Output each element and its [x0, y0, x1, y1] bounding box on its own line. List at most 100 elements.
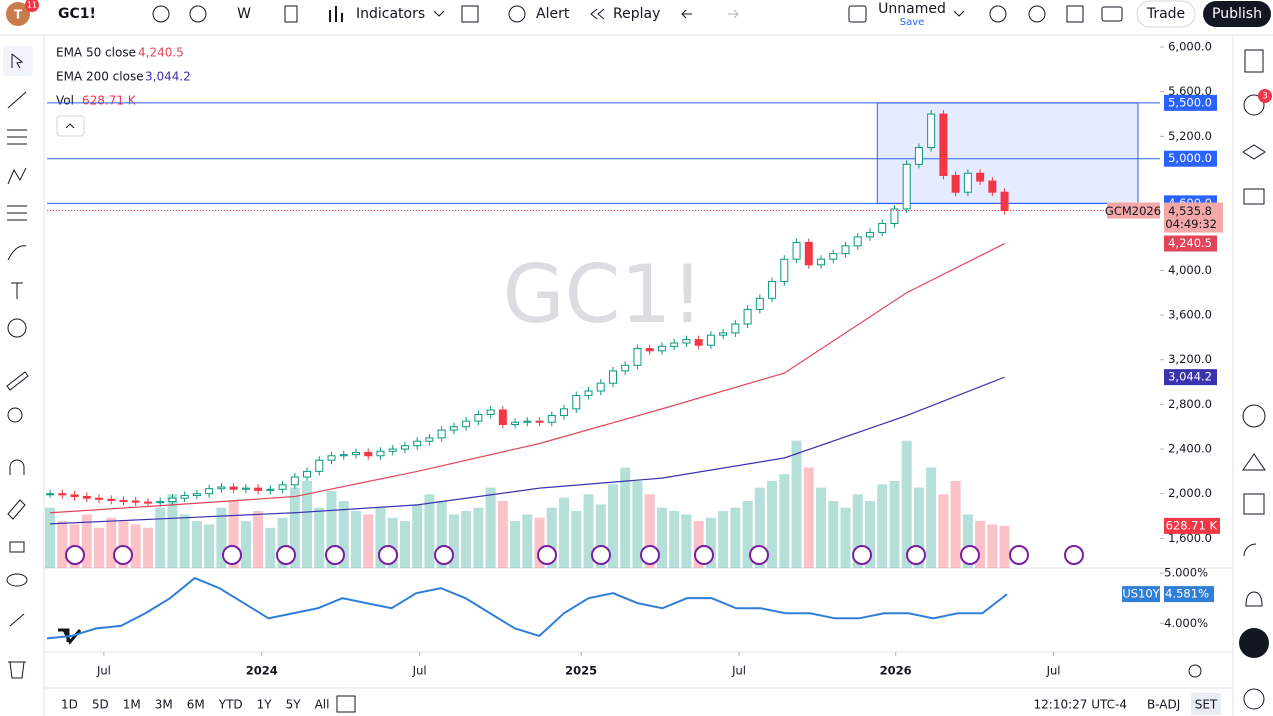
candle-body	[143, 501, 152, 504]
event-marker[interactable]	[960, 545, 980, 565]
event-marker[interactable]	[222, 545, 242, 565]
publish-button[interactable]	[1203, 1, 1271, 27]
range-button[interactable]: All	[315, 698, 330, 712]
y-tick-label: 2,400.0	[1168, 442, 1212, 456]
candle-body	[572, 394, 581, 410]
event-marker[interactable]	[537, 545, 557, 565]
notification-count: 3	[1262, 92, 1268, 102]
volume-bar	[399, 521, 410, 568]
event-marker[interactable]	[325, 545, 345, 565]
event-marker[interactable]	[276, 545, 296, 565]
range-button[interactable]: 1D	[61, 698, 78, 712]
volume-bar	[375, 507, 386, 568]
event-marker[interactable]	[1009, 545, 1029, 565]
legend-value: 4,240.5	[138, 46, 184, 60]
trade-button[interactable]	[1136, 0, 1196, 28]
volume-bar	[350, 511, 361, 568]
snapshot[interactable]	[1101, 6, 1123, 22]
volume-bar	[693, 521, 704, 568]
candle-body	[180, 494, 189, 499]
symbol[interactable]: GC1!	[58, 6, 96, 22]
candle-body	[413, 440, 422, 447]
event-marker[interactable]	[113, 545, 133, 565]
event-marker[interactable]	[591, 545, 611, 565]
adjustment[interactable]: B-ADJ	[1147, 698, 1180, 712]
candle-body	[608, 370, 617, 384]
session[interactable]: SET	[1195, 698, 1218, 712]
axis-settings[interactable]	[1188, 664, 1202, 678]
symbol-label: GCM2026	[1105, 204, 1161, 218]
volume-bar	[253, 511, 264, 568]
range-button[interactable]: 6M	[187, 698, 205, 712]
x-tick-label: 2025	[565, 664, 597, 678]
indicators-button[interactable]: Indicators	[356, 6, 425, 22]
event-marker[interactable]	[640, 545, 660, 565]
candle-body	[327, 455, 336, 461]
range-button[interactable]: YTD	[218, 698, 243, 712]
chart-style[interactable]	[284, 5, 298, 23]
x-tick-label: Jul	[96, 664, 111, 678]
event-marker[interactable]	[694, 545, 714, 565]
range-button[interactable]: 5Y	[286, 698, 302, 712]
range-button[interactable]: 3M	[155, 698, 173, 712]
cursor-tool[interactable]	[3, 46, 33, 76]
date-range[interactable]	[336, 695, 356, 713]
volume-bar	[216, 507, 227, 568]
candle-body	[682, 339, 691, 344]
icon[interactable]	[152, 5, 170, 23]
collapse-button[interactable]	[56, 115, 85, 137]
fullscreen[interactable]	[1066, 5, 1084, 23]
undo[interactable]	[681, 9, 692, 19]
candle-body	[58, 493, 67, 496]
quick-search[interactable]	[989, 5, 1007, 23]
candle-body	[988, 180, 997, 193]
redo[interactable]	[728, 9, 739, 19]
range-button[interactable]: 1Y	[257, 698, 273, 712]
price-label-bg	[1164, 235, 1217, 252]
candle-body	[657, 345, 666, 352]
interval[interactable]: W	[237, 6, 251, 22]
alert-button[interactable]: Alert	[536, 6, 570, 22]
range-button[interactable]: 5D	[92, 698, 109, 712]
volume-bar	[436, 501, 447, 568]
candle-body	[425, 437, 434, 442]
event-marker[interactable]	[434, 545, 454, 565]
candle-body	[829, 253, 838, 260]
candle-body	[939, 113, 948, 176]
candle-body	[400, 445, 409, 450]
settings[interactable]	[1028, 5, 1046, 23]
apps-button[interactable]	[1239, 628, 1269, 658]
publish-label: Publish	[1212, 6, 1262, 22]
x-tick-label: Jul	[412, 664, 427, 678]
volume-bar	[412, 504, 423, 568]
volume-bar	[497, 501, 508, 568]
candle-body	[511, 421, 520, 425]
replay-button[interactable]: Replay	[613, 6, 660, 22]
event-marker[interactable]	[749, 545, 769, 565]
legend-name: EMA 200 close	[56, 70, 144, 84]
add-symbol[interactable]	[189, 5, 207, 23]
chevron	[953, 10, 965, 17]
volume-bar	[901, 440, 912, 568]
volume-bar	[913, 487, 924, 568]
candle-body	[278, 484, 287, 490]
event-marker[interactable]	[906, 545, 926, 565]
volume-bar	[106, 517, 117, 568]
event-marker[interactable]	[65, 545, 85, 565]
candle-body	[804, 241, 813, 266]
event-marker[interactable]	[378, 545, 398, 565]
avatar[interactable]	[6, 2, 30, 26]
candle-body	[963, 172, 972, 193]
candle-body	[46, 493, 55, 496]
volume-bar	[742, 501, 753, 568]
candle-body	[951, 174, 960, 193]
y-tick-label: 4.000%	[1164, 616, 1208, 630]
event-marker[interactable]	[852, 545, 872, 565]
us10y-label: 4.581%	[1165, 587, 1209, 601]
templates[interactable]	[461, 5, 479, 23]
layout-name[interactable]: Unnamed	[878, 1, 946, 17]
layout-icon[interactable]	[848, 5, 867, 23]
event-marker[interactable]	[1064, 545, 1084, 565]
range-button[interactable]: 1M	[123, 698, 141, 712]
save-label[interactable]: Save	[900, 17, 925, 28]
